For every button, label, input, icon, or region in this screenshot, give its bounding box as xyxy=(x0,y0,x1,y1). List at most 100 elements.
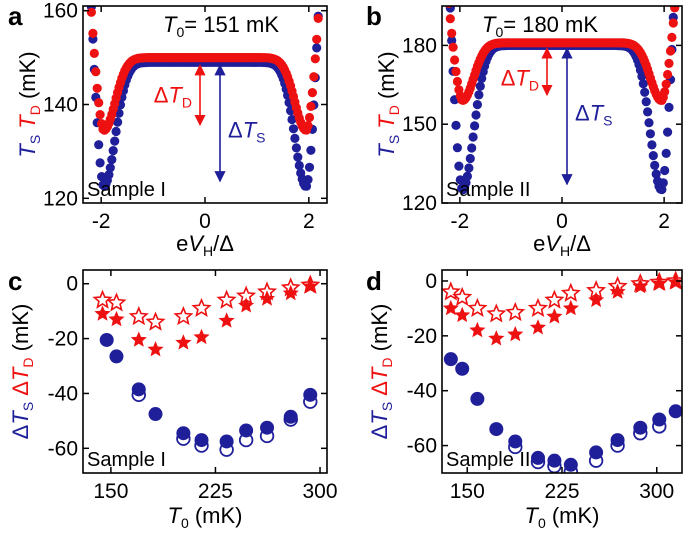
data-point xyxy=(451,66,461,77)
data-point xyxy=(643,107,653,117)
y-axis-label: ΔTS ΔTD (mK) xyxy=(8,304,36,440)
panel-letter: c xyxy=(8,266,22,296)
data-point xyxy=(238,297,255,313)
data-point xyxy=(452,76,462,87)
data-point xyxy=(445,6,455,13)
x-tick-label: 0 xyxy=(556,210,568,233)
data-point xyxy=(304,112,315,123)
panel-title: T0= 151 mK xyxy=(163,12,279,40)
data-point xyxy=(110,136,120,146)
data-point xyxy=(660,165,670,176)
data-point xyxy=(650,160,660,170)
data-point xyxy=(442,299,459,316)
panel-c: c 150 225 300 0 -20 -40 -60 Sample I T0 (mK) ΔTS Δ… xyxy=(8,266,338,531)
data-point xyxy=(113,117,123,127)
data-point xyxy=(106,292,127,312)
data-point xyxy=(310,54,320,64)
data-point xyxy=(294,160,304,171)
data-point xyxy=(668,404,682,419)
y-tick-label: 0 xyxy=(425,270,437,293)
data-point xyxy=(489,422,504,437)
data-point xyxy=(645,129,656,139)
data-point xyxy=(105,163,115,173)
plot-area xyxy=(86,6,323,191)
x-tick-label: -2 xyxy=(92,210,111,233)
data-point xyxy=(610,438,625,453)
data-point xyxy=(468,132,478,142)
data-point xyxy=(95,110,105,120)
data-point xyxy=(306,101,316,111)
data-point xyxy=(173,306,194,326)
data-point xyxy=(108,146,118,156)
data-point xyxy=(661,148,671,158)
data-point xyxy=(486,303,507,323)
x-tick-label: 225 xyxy=(198,480,233,503)
y-tick-label: 180 xyxy=(402,34,437,57)
data-point xyxy=(546,308,563,324)
data-point xyxy=(660,87,670,97)
data-point xyxy=(309,72,319,82)
data-point xyxy=(191,297,212,318)
x-tick-label: 300 xyxy=(639,480,674,503)
plot-area xyxy=(442,270,682,473)
data-point xyxy=(95,158,105,168)
axes-frame xyxy=(82,269,328,474)
panel-title: T0= 180 mK xyxy=(482,12,598,40)
panel-b: b -2 0 2 120 150 180 Sample II T0= 180 mK eVH/Δ TS… xyxy=(366,1,683,259)
data-point xyxy=(280,277,301,297)
data-point xyxy=(194,438,209,453)
data-point xyxy=(175,334,192,350)
data-point xyxy=(527,297,549,318)
series-ΔT_D-filled xyxy=(94,278,319,357)
data-point xyxy=(259,290,276,306)
data-point xyxy=(588,453,604,468)
y-tick-label: -20 xyxy=(407,325,437,348)
data-point xyxy=(447,28,457,38)
series-ΔT_S-open xyxy=(131,387,318,457)
y-tick-label: 140 xyxy=(43,94,78,117)
data-point xyxy=(86,7,96,17)
data-point xyxy=(530,454,546,470)
data-point xyxy=(293,152,303,162)
data-point xyxy=(288,124,299,134)
data-point xyxy=(648,151,658,161)
sample-label: Sample II xyxy=(446,449,530,471)
data-point xyxy=(670,6,680,13)
data-point xyxy=(145,311,166,331)
data-point xyxy=(641,97,651,107)
data-point xyxy=(300,274,321,294)
data-point xyxy=(640,87,650,97)
data-point xyxy=(291,143,301,153)
data-point xyxy=(474,90,484,100)
data-point xyxy=(560,282,581,302)
data-point xyxy=(663,127,673,137)
data-point xyxy=(313,13,323,23)
data-point xyxy=(303,121,313,131)
series-ΔT_S-open xyxy=(508,419,667,473)
data-point xyxy=(563,464,579,473)
x-tick-label: 150 xyxy=(450,480,485,503)
data-point xyxy=(216,289,237,309)
series-ΔT_D-filled xyxy=(442,273,682,346)
data-point xyxy=(312,34,322,44)
sample-label: Sample I xyxy=(87,449,166,471)
data-point xyxy=(91,67,101,77)
data-point xyxy=(176,431,191,446)
data-point xyxy=(92,289,113,309)
data-point xyxy=(454,161,464,171)
y-tick-label: 120 xyxy=(43,187,78,210)
data-point xyxy=(450,55,460,65)
data-point xyxy=(304,162,315,172)
x-tick-label: 2 xyxy=(658,210,670,233)
series-ΔT_S-filled xyxy=(99,332,318,449)
delta-d-label: ΔTD xyxy=(501,65,539,93)
data-point xyxy=(92,83,102,93)
data-point xyxy=(470,121,480,131)
data-point xyxy=(630,273,651,293)
data-point xyxy=(445,14,455,24)
data-point xyxy=(467,297,488,318)
data-point xyxy=(529,319,547,335)
panel-d: d 150 225 300 0 -20 -40 -60 Sample II T0 (mK) ΔTS … xyxy=(366,266,683,531)
data-point xyxy=(668,18,678,28)
